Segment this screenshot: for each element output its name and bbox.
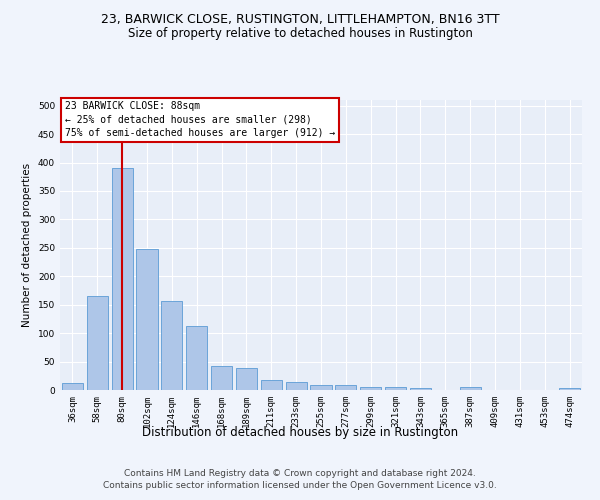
Bar [211, 366, 232, 390]
Bar [360, 386, 381, 390]
Bar [335, 386, 356, 390]
Text: Distribution of detached houses by size in Rustington: Distribution of detached houses by size … [142, 426, 458, 439]
Bar [236, 368, 257, 390]
Text: Contains HM Land Registry data © Crown copyright and database right 2024.
Contai: Contains HM Land Registry data © Crown c… [103, 468, 497, 490]
Text: 23 BARWICK CLOSE: 88sqm
← 25% of detached houses are smaller (298)
75% of semi-d: 23 BARWICK CLOSE: 88sqm ← 25% of detache… [65, 102, 335, 138]
Text: Size of property relative to detached houses in Rustington: Size of property relative to detached ho… [128, 28, 472, 40]
Bar [460, 387, 481, 390]
Bar [261, 380, 282, 390]
Bar [385, 387, 406, 390]
Bar [559, 388, 580, 390]
Bar [87, 296, 108, 390]
Bar [62, 383, 83, 390]
Bar [410, 388, 431, 390]
Y-axis label: Number of detached properties: Number of detached properties [22, 163, 32, 327]
Bar [286, 382, 307, 390]
Bar [310, 385, 332, 390]
Bar [112, 168, 133, 390]
Bar [186, 326, 207, 390]
Bar [136, 249, 158, 390]
Bar [161, 300, 182, 390]
Text: 23, BARWICK CLOSE, RUSTINGTON, LITTLEHAMPTON, BN16 3TT: 23, BARWICK CLOSE, RUSTINGTON, LITTLEHAM… [101, 12, 499, 26]
